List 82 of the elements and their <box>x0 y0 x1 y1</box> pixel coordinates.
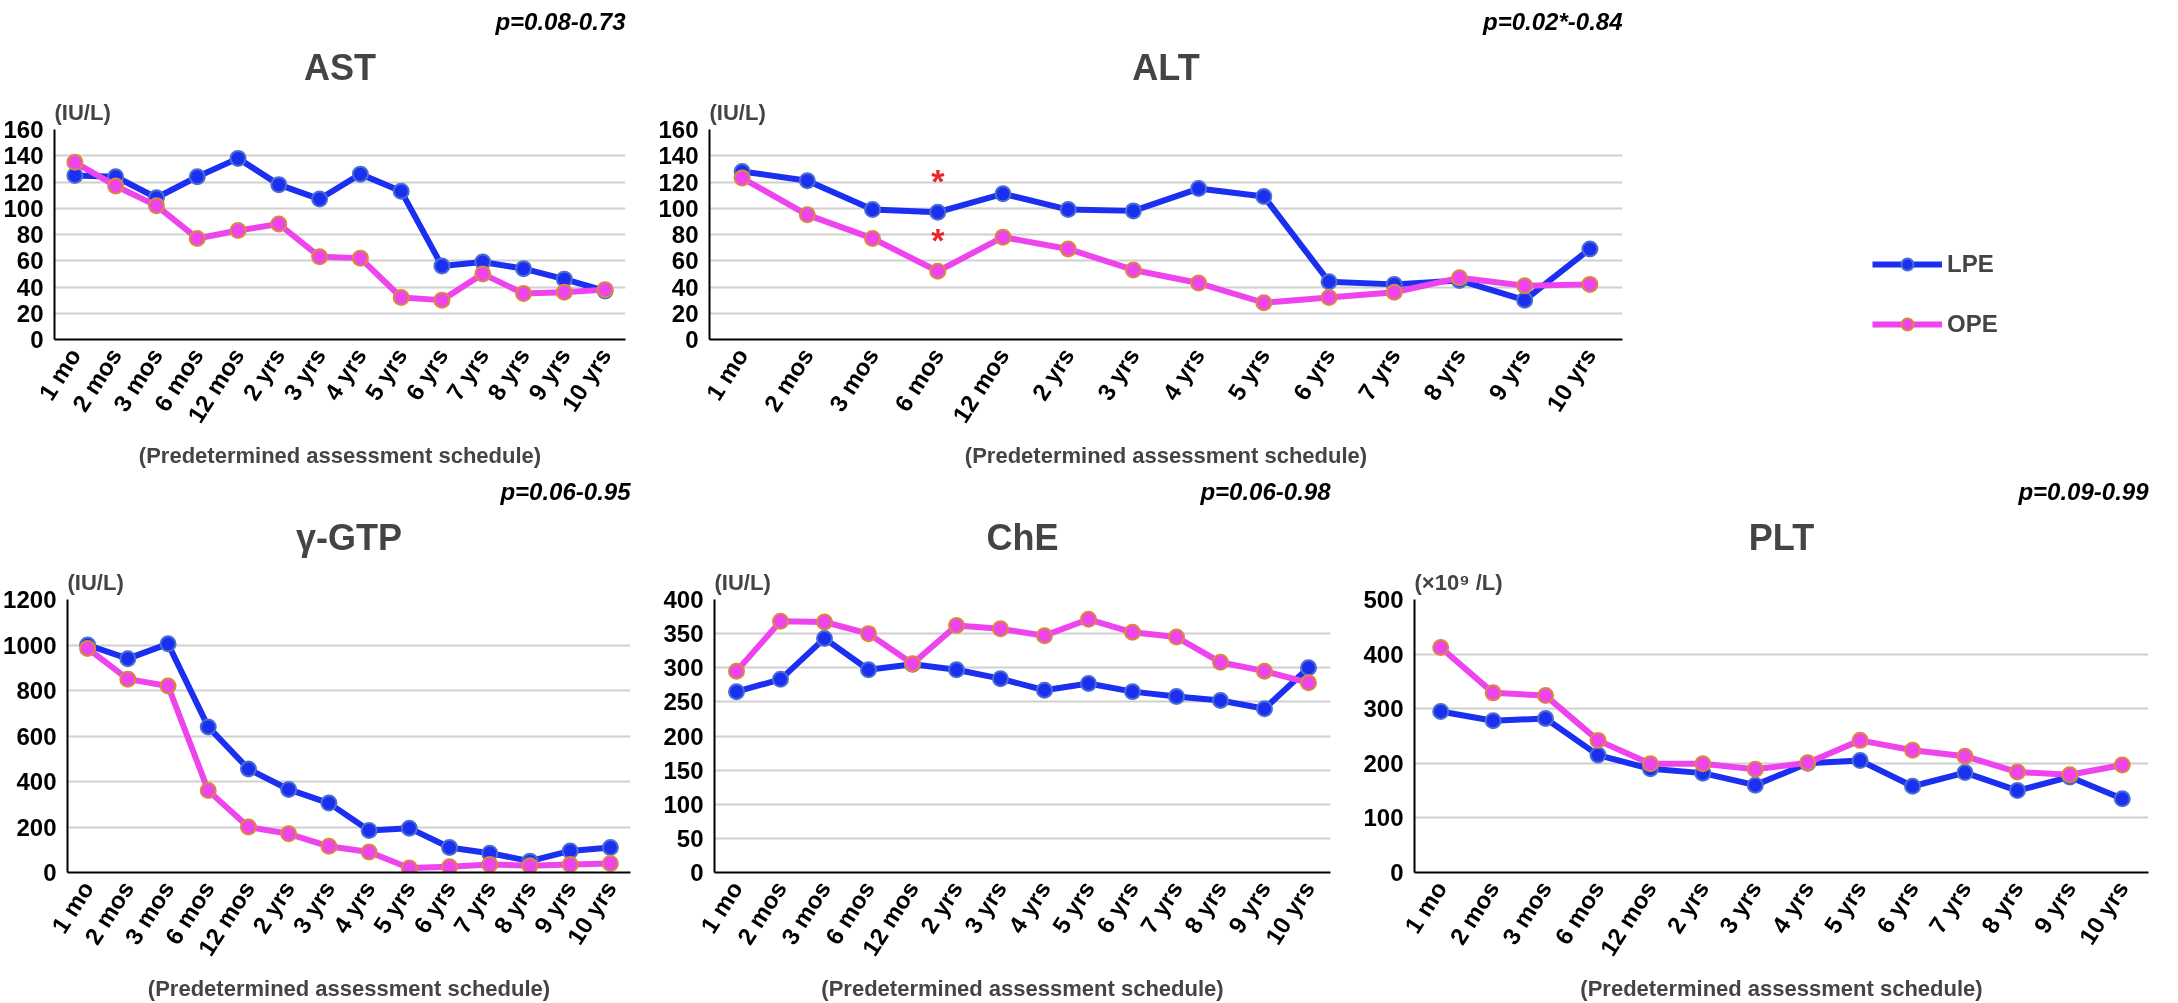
y-tick-label: 500 <box>1363 586 1404 613</box>
x-tick-label: 4 yrs <box>1156 343 1210 405</box>
chart-title: AST <box>304 46 377 88</box>
x-axis-title: (Predetermined assessment schedule) <box>964 442 1368 468</box>
y-tick-label: 100 <box>663 790 704 818</box>
y-tick-label: 0 <box>1390 859 1404 886</box>
x-tick-label: 5 yrs <box>1222 343 1276 405</box>
x-tick-label: 4 yrs <box>1766 876 1820 938</box>
y-tick-label: 150 <box>663 756 704 784</box>
y-tick-label: 200 <box>1363 749 1404 777</box>
text: p=0.02*-0.84 <box>1482 7 1623 35</box>
x-axis-title: (Predetermined assessment schedule) <box>1580 975 1983 1001</box>
y-tick-label: 400 <box>663 586 704 613</box>
y-tick-label: 100 <box>3 194 44 222</box>
x-tick-label: 1 mo <box>700 343 754 405</box>
y-tick-label: 20 <box>671 299 699 327</box>
legend-label: LPE <box>1947 250 1994 278</box>
x-tick-label: 2 yrs <box>1661 876 1715 938</box>
y-tick-label: 50 <box>676 824 704 852</box>
y-tick-label: 0 <box>30 326 44 353</box>
x-tick-label: 3 yrs <box>1091 343 1145 405</box>
y-axis-title: (IU/L) <box>714 569 771 595</box>
y-tick-label: 140 <box>3 142 44 170</box>
y-tick-label: 800 <box>16 677 57 704</box>
x-tick-label: 8 yrs <box>1417 343 1471 405</box>
y-tick-label: 40 <box>671 273 699 301</box>
text: p=0.06-0.95 <box>499 477 632 505</box>
y-tick-label: 40 <box>16 273 44 301</box>
chart-title: PLT <box>1748 516 1815 558</box>
y-tick-label: 400 <box>1363 640 1404 668</box>
y-axis-title: (×10⁹ /L) <box>1414 569 1503 595</box>
y-tick-label: 120 <box>658 168 699 196</box>
y-tick-label: 80 <box>671 221 699 248</box>
y-axis-title: (IU/L) <box>54 99 111 125</box>
x-tick-label: 7 yrs <box>1352 343 1406 405</box>
y-tick-label: 80 <box>16 221 44 248</box>
y-tick-label: 300 <box>1363 695 1404 723</box>
y-tick-label: 100 <box>1363 804 1404 832</box>
y-tick-label: 0 <box>685 326 699 353</box>
y-tick-label: 100 <box>658 194 699 222</box>
y-tick-label: 200 <box>16 813 57 841</box>
annotation: * <box>931 221 946 260</box>
x-tick-label: 2 yrs <box>1026 343 1080 405</box>
y-tick-label: 600 <box>16 722 57 750</box>
x-axis-title: (Predetermined assessment schedule) <box>138 442 542 468</box>
y-tick-label: 60 <box>16 247 44 275</box>
y-tick-label: 300 <box>663 654 704 682</box>
y-tick-label: 160 <box>3 116 44 143</box>
y-tick-label: 1200 <box>3 586 57 613</box>
x-tick-label: 3 yrs <box>1713 876 1767 938</box>
text: p=0.08-0.73 <box>494 7 627 35</box>
chart-title: ChE <box>986 516 1059 558</box>
legend-label: OPE <box>1947 310 1998 338</box>
chart-title: γ-GTP <box>295 516 403 558</box>
y-tick-label: 140 <box>658 142 699 170</box>
x-tick-label: 9 yrs <box>1483 343 1537 405</box>
x-axis-title: (Predetermined assessment schedule) <box>821 975 1224 1001</box>
x-tick-label: 9 yrs <box>2028 876 2082 938</box>
text: p=0.09-0.99 <box>2017 477 2150 505</box>
x-tick-label: 8 yrs <box>1975 876 2029 938</box>
x-tick-label: 10 yrs <box>1541 343 1602 417</box>
y-tick-label: 0 <box>690 859 704 886</box>
y-tick-label: 120 <box>3 168 44 196</box>
y-tick-label: 0 <box>43 859 57 886</box>
y-tick-label: 400 <box>16 768 57 795</box>
y-tick-label: 1000 <box>3 631 57 659</box>
y-axis-title: (IU/L) <box>709 99 766 125</box>
x-tick-label: 6 yrs <box>1870 876 1924 938</box>
y-tick-label: 60 <box>671 247 699 275</box>
text: p=0.06-0.98 <box>1199 477 1332 505</box>
x-tick-label: 7 yrs <box>1923 876 1977 938</box>
x-tick-label: 5 yrs <box>1818 876 1872 938</box>
x-axis-title: (Predetermined assessment schedule) <box>147 975 551 1001</box>
y-tick-label: 200 <box>663 722 704 750</box>
x-tick-label: 6 yrs <box>1287 343 1341 405</box>
y-tick-label: 350 <box>663 620 704 648</box>
y-tick-label: 160 <box>658 116 699 143</box>
y-tick-label: 20 <box>16 299 44 327</box>
annotation: * <box>931 162 946 201</box>
y-axis-title: (IU/L) <box>67 569 124 595</box>
y-tick-label: 250 <box>663 688 704 716</box>
chart-title: ALT <box>1132 46 1200 88</box>
